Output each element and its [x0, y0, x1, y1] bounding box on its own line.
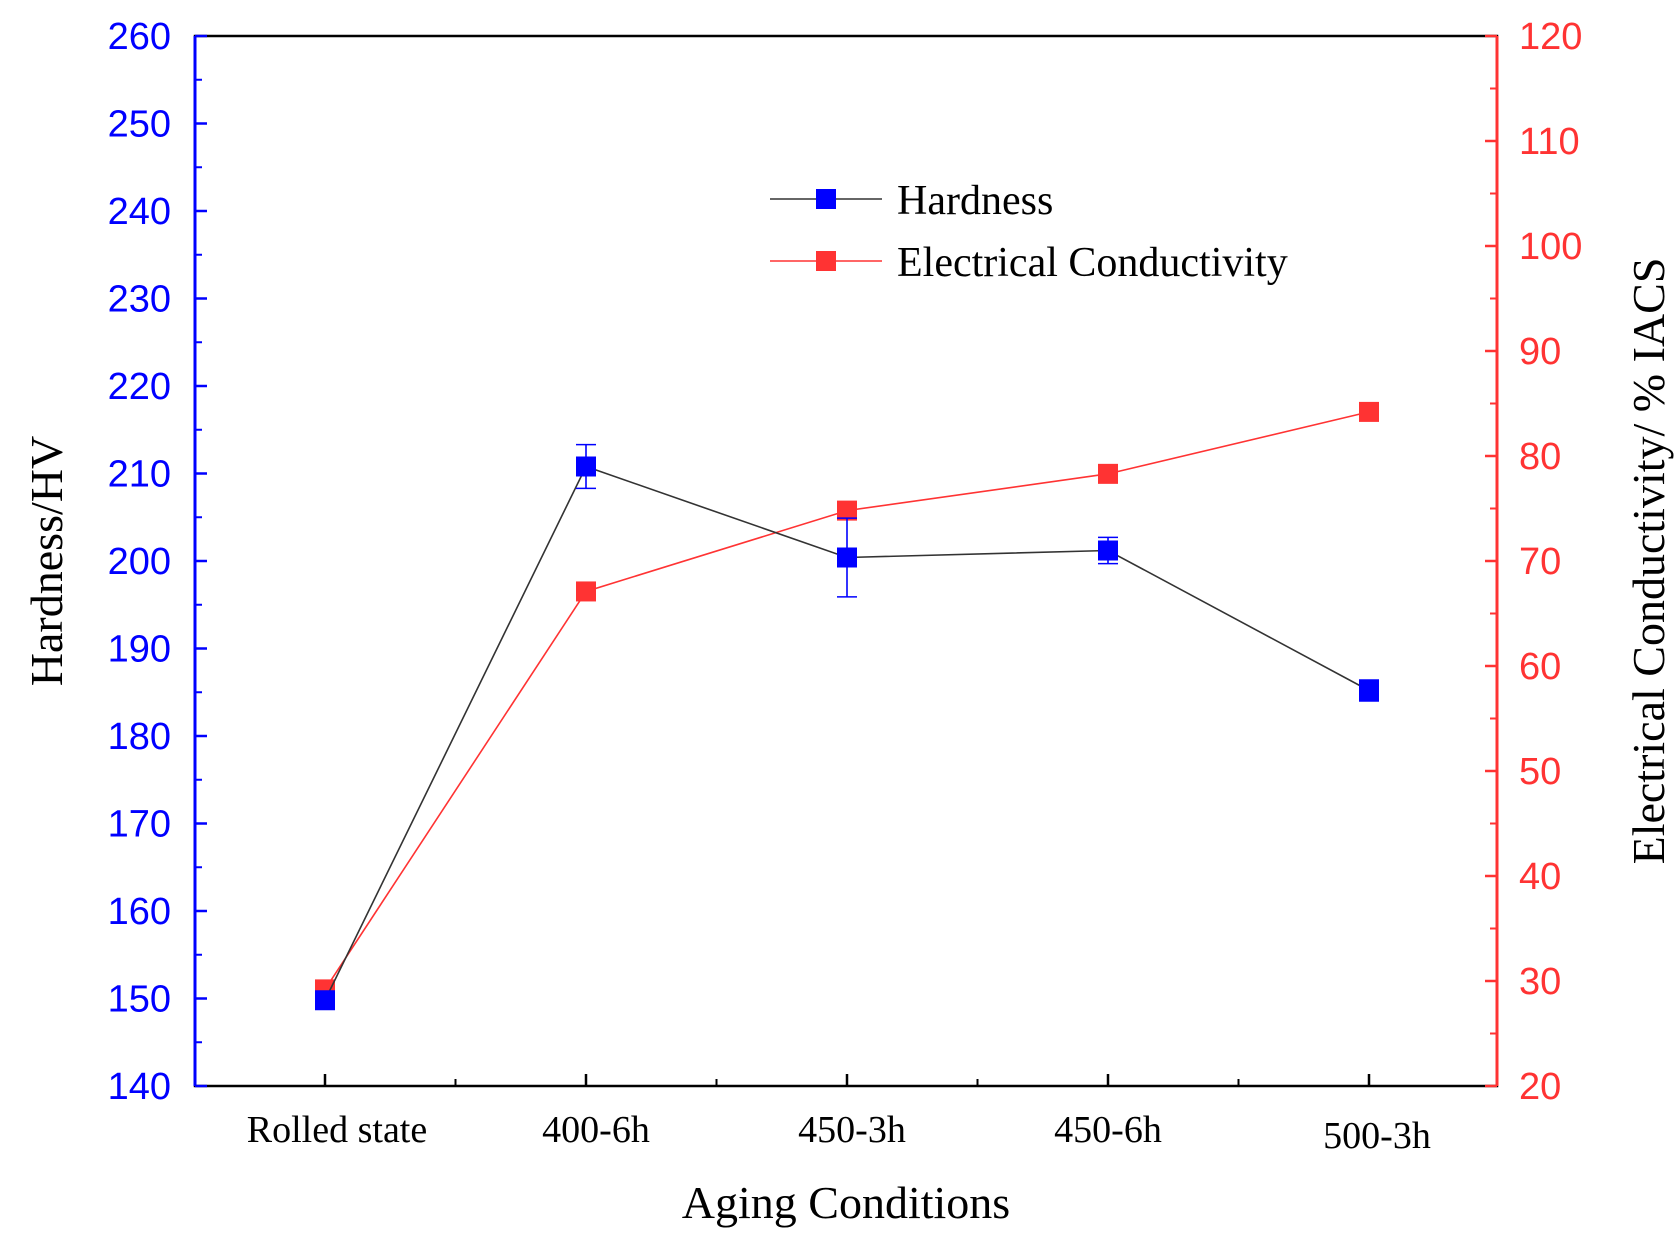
y-left-tick-label: 140 — [108, 1066, 171, 1108]
y-left-tick-label: 250 — [108, 104, 171, 146]
y-axis-title-right: Electrical Conductivity/ % IACS — [1623, 258, 1674, 865]
y-left-tick-label: 160 — [108, 891, 171, 933]
hardness-point — [837, 547, 857, 568]
y-right-tick-label: 60 — [1519, 646, 1561, 688]
x-tick-label: Rolled state — [247, 1109, 427, 1151]
hardness-point — [1359, 680, 1379, 701]
y-left-tick-label: 150 — [108, 979, 171, 1021]
y-right-tick-label: 70 — [1519, 541, 1561, 583]
legend-item-hardness: Hardness — [770, 178, 1053, 224]
hardness-point — [315, 990, 335, 1011]
y-right-tick-label: 80 — [1519, 436, 1561, 478]
legend-marker-conductivity — [816, 251, 836, 271]
hardness-point — [1098, 540, 1118, 561]
x-axis-title: Aging Conditions — [682, 1177, 1010, 1228]
y-right-tick-label: 110 — [1519, 121, 1580, 163]
y-right-tick-label: 40 — [1519, 856, 1561, 898]
y-left-tick-label: 260 — [108, 16, 171, 58]
y-left-tick-label: 190 — [108, 629, 171, 671]
legend-label-conductivity: Electrical Conductivity — [897, 240, 1288, 286]
legend-item-conductivity: Electrical Conductivity — [770, 240, 1288, 286]
y-right-tick-label: 50 — [1519, 751, 1561, 793]
conductivity-point — [837, 500, 857, 521]
y-left-tick-label: 180 — [108, 716, 171, 758]
hardness-point — [576, 456, 596, 477]
y-left-tick-label: 240 — [108, 191, 171, 233]
x-tick-label: 450-6h — [1054, 1109, 1162, 1151]
conductivity-point — [576, 581, 596, 602]
conductivity-point — [1098, 463, 1118, 484]
y-left-tick-label: 210 — [108, 454, 171, 496]
x-tick-label: 500-3h — [1323, 1115, 1431, 1157]
y-right-tick-label: 20 — [1519, 1066, 1561, 1108]
y-right-tick-label: 120 — [1519, 16, 1582, 58]
x-tick-label: 400-6h — [542, 1109, 650, 1151]
legend: Hardness Electrical Conductivity — [770, 178, 1288, 286]
y-right-tick-label: 90 — [1519, 331, 1561, 373]
y-left-tick-label: 170 — [108, 804, 171, 846]
conductivity-point — [1359, 401, 1379, 422]
y-right-tick-label: 30 — [1519, 961, 1561, 1003]
y-left-tick-label: 200 — [108, 541, 171, 583]
legend-marker-hardness — [816, 189, 836, 209]
legend-label-hardness: Hardness — [897, 178, 1053, 224]
y-left-tick-label: 230 — [108, 279, 171, 321]
y-axis-title-left: Hardness/HV — [21, 436, 72, 686]
y-left-tick-label: 220 — [108, 366, 171, 408]
x-tick-label: 450-3h — [798, 1109, 906, 1151]
conductivity-series-line — [324, 411, 1370, 990]
y-right-tick-label: 100 — [1519, 226, 1582, 268]
